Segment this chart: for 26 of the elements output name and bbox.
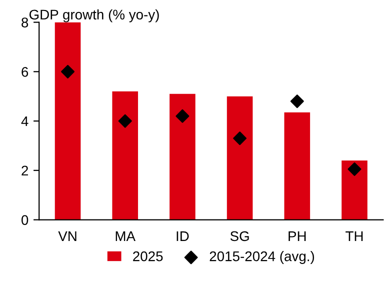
y-tick-label: 2 — [22, 166, 28, 176]
bar — [342, 160, 368, 220]
point — [233, 132, 247, 146]
point — [290, 94, 304, 108]
legend-label: 2015-2024 (avg.) — [210, 251, 314, 264]
point — [348, 162, 362, 176]
bar — [170, 94, 196, 220]
point — [61, 64, 75, 78]
bar — [112, 91, 138, 220]
x-tick-label: SG — [230, 231, 249, 242]
x-tick-label: TH — [346, 231, 363, 241]
x-tick-label: ID — [176, 231, 189, 241]
x-tick-label: VN — [58, 231, 76, 241]
y-tick-label: 4 — [21, 116, 28, 126]
bar — [54, 22, 81, 220]
x-tick-label: PH — [288, 231, 306, 241]
legend-label: 2025 — [133, 251, 163, 262]
bar — [284, 112, 310, 220]
y-tick-label: 8 — [22, 18, 28, 28]
y-tick-label: 0 — [22, 215, 28, 225]
y-tick-label: 6 — [22, 66, 28, 77]
x-tick-label: MA — [116, 231, 136, 241]
point — [118, 114, 132, 128]
bar — [226, 96, 253, 220]
y-axis-title: GDP growth (% yo-y) — [29, 9, 159, 22]
point — [176, 109, 190, 123]
